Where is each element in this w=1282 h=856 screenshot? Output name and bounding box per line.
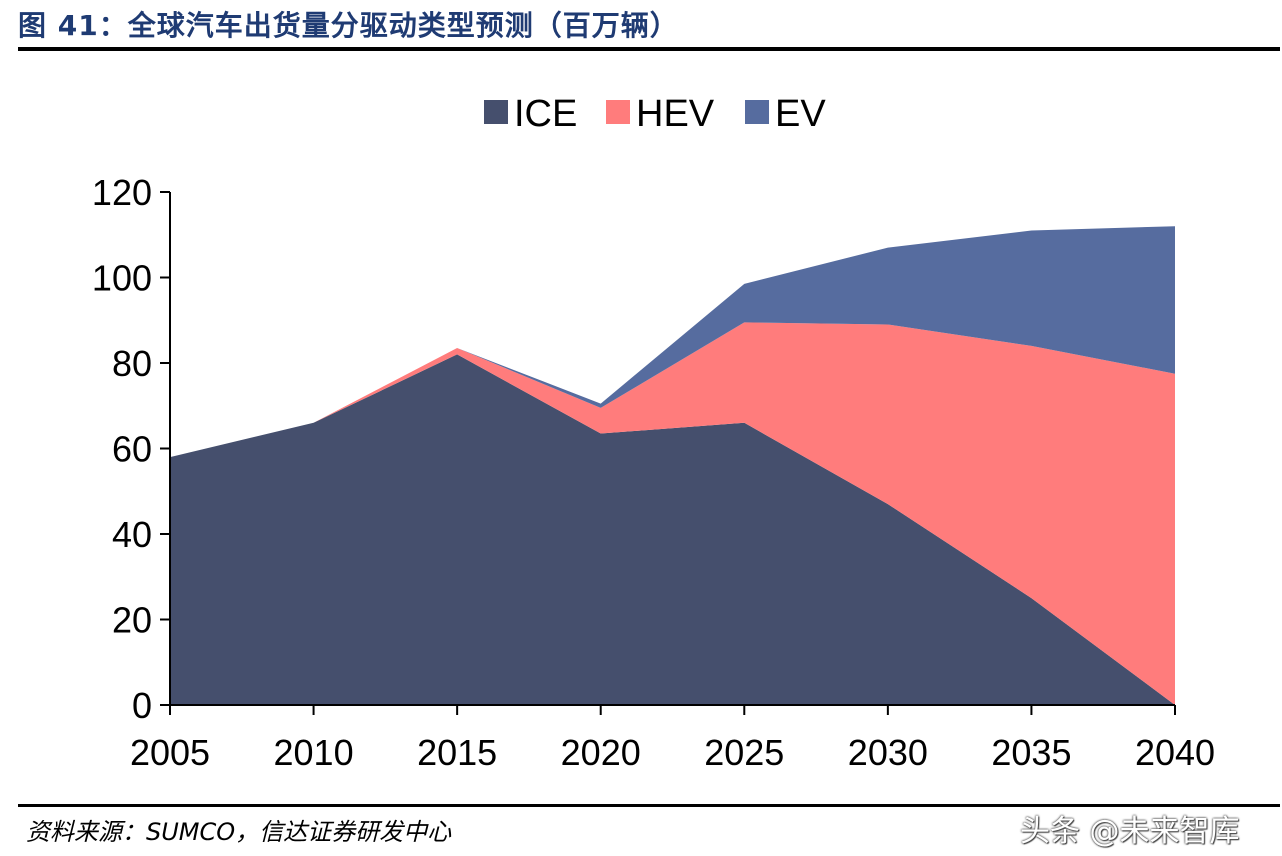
watermark: 头条 @未来智库: [1020, 814, 1240, 849]
title-rule: [18, 47, 1280, 51]
legend-item-hev: HEV: [606, 93, 715, 135]
x-tick-label: 2040: [1135, 732, 1215, 773]
x-tick-label: 2030: [848, 732, 928, 773]
area-ice: [170, 354, 1175, 705]
legend-label: ICE: [514, 93, 577, 135]
y-tick-label: 80: [112, 343, 152, 384]
x-tick-label: 2005: [130, 732, 210, 773]
source-note: 资料来源：SUMCO，信达证券研发中心: [26, 818, 452, 846]
y-tick-label: 20: [112, 600, 152, 641]
x-tick-label: 2010: [274, 732, 354, 773]
y-tick-label: 120: [92, 172, 152, 213]
chart-legend: ICE HEV EV: [484, 93, 826, 135]
legend-swatch: [484, 100, 508, 124]
legend-label: HEV: [636, 93, 715, 135]
legend-item-ice: ICE: [484, 93, 577, 135]
y-tick-label: 0: [132, 685, 152, 726]
y-tick-label: 40: [112, 514, 152, 555]
y-tick-label: 100: [92, 258, 152, 299]
legend-item-ev: EV: [745, 93, 826, 135]
x-tick-label: 2020: [561, 732, 641, 773]
x-tick-label: 2035: [991, 732, 1071, 773]
series-areas: [170, 226, 1175, 705]
footer-rule: [18, 804, 1280, 807]
legend-swatch: [745, 100, 769, 124]
x-tick-label: 2015: [417, 732, 497, 773]
figure-title: 图 41：全球汽车出货量分驱动类型预测（百万辆）: [18, 9, 679, 42]
x-tick-label: 2025: [704, 732, 784, 773]
y-tick-label: 60: [112, 429, 152, 470]
legend-swatch: [606, 100, 630, 124]
area-hev: [170, 322, 1175, 705]
legend-label: EV: [775, 93, 826, 135]
area-ev: [170, 226, 1175, 458]
